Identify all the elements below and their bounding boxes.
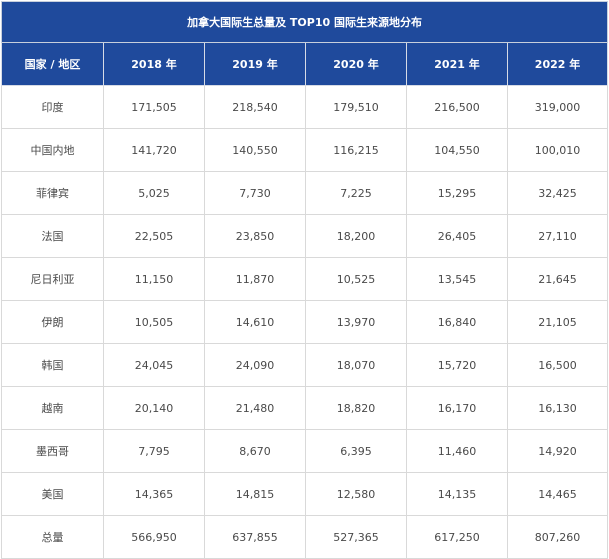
value-cell: 7,795 [103,429,205,473]
table-row: 伊朗 10,505 14,610 13,970 16,840 21,105 [1,300,609,344]
table-title-row: 加拿大国际生总量及 TOP10 国际生来源地分布 [0,1,609,43]
value-cell: 11,460 [406,429,508,473]
value-cell: 14,135 [406,472,508,516]
value-cell: 637,855 [204,515,306,559]
table-row: 美国 14,365 14,815 12,580 14,135 14,465 [1,472,609,516]
value-cell: 16,170 [406,386,508,430]
value-cell: 10,505 [103,300,205,344]
value-cell: 14,920 [506,429,609,473]
table-header-row: 国家 / 地区 2018 年 2019 年 2020 年 2021 年 2022… [1,42,609,86]
row-label-cell: 菲律宾 [1,171,104,215]
table-row: 印度 171,505 218,540 179,510 216,500 319,000 [1,85,609,129]
value-cell: 566,950 [103,515,205,559]
table-row: 中国内地 141,720 140,550 116,215 104,550 100,010 [1,128,609,172]
row-label-cell: 中国内地 [1,128,104,172]
value-cell: 8,670 [204,429,306,473]
value-cell: 24,090 [204,343,306,387]
value-cell: 15,720 [406,343,508,387]
table-row: 法国 22,505 23,850 18,200 26,405 27,110 [1,214,609,258]
value-cell: 22,505 [103,214,205,258]
value-cell: 140,550 [204,128,306,172]
value-cell: 527,365 [305,515,407,559]
value-cell: 21,480 [204,386,306,430]
value-cell: 5,025 [103,171,205,215]
value-cell: 16,840 [406,300,508,344]
value-cell: 20,140 [103,386,205,430]
value-cell: 100,010 [506,128,609,172]
value-cell: 16,130 [506,386,609,430]
value-cell: 12,580 [305,472,407,516]
header-cell: 2020 年 [305,42,407,86]
value-cell: 32,425 [506,171,609,215]
table-row: 韩国 24,045 24,090 18,070 15,720 16,500 [1,343,609,387]
table-row: 菲律宾 5,025 7,730 7,225 15,295 32,425 [1,171,609,215]
value-cell: 104,550 [406,128,508,172]
value-cell: 16,500 [506,343,609,387]
value-cell: 7,225 [305,171,407,215]
row-label-cell: 美国 [1,472,104,516]
value-cell: 141,720 [103,128,205,172]
header-cell: 2019 年 [204,42,306,86]
value-cell: 617,250 [406,515,508,559]
row-label-cell: 尼日利亚 [1,257,104,301]
value-cell: 319,000 [506,85,609,129]
value-cell: 10,525 [305,257,407,301]
table-row: 尼日利亚 11,150 11,870 10,525 13,545 21,645 [1,257,609,301]
value-cell: 23,850 [204,214,306,258]
value-cell: 27,110 [506,214,609,258]
row-label-cell: 韩国 [1,343,104,387]
row-label-cell: 总量 [1,515,104,559]
row-label-cell: 越南 [1,386,104,430]
value-cell: 216,500 [406,85,508,129]
header-cell: 2022 年 [506,42,609,86]
value-cell: 18,820 [305,386,407,430]
header-cell: 2018 年 [103,42,205,86]
header-cell: 国家 / 地区 [1,42,104,86]
row-label-cell: 法国 [1,214,104,258]
header-cell: 2021 年 [406,42,508,86]
value-cell: 218,540 [204,85,306,129]
value-cell: 26,405 [406,214,508,258]
value-cell: 18,070 [305,343,407,387]
value-cell: 21,645 [506,257,609,301]
value-cell: 179,510 [305,85,407,129]
value-cell: 171,505 [103,85,205,129]
row-label-cell: 墨西哥 [1,429,104,473]
table-row: 总量 566,950 637,855 527,365 617,250 807,260 [1,515,609,559]
value-cell: 807,260 [506,515,609,559]
table-row: 墨西哥 7,795 8,670 6,395 11,460 14,920 [1,429,609,473]
value-cell: 15,295 [406,171,508,215]
table-title: 加拿大国际生总量及 TOP10 国际生来源地分布 [0,1,609,43]
value-cell: 13,545 [406,257,508,301]
value-cell: 13,970 [305,300,407,344]
value-cell: 24,045 [103,343,205,387]
value-cell: 14,365 [103,472,205,516]
value-cell: 21,105 [506,300,609,344]
value-cell: 18,200 [305,214,407,258]
value-cell: 11,150 [103,257,205,301]
value-cell: 7,730 [204,171,306,215]
row-label-cell: 印度 [1,85,104,129]
row-label-cell: 伊朗 [1,300,104,344]
value-cell: 6,395 [305,429,407,473]
value-cell: 14,815 [204,472,306,516]
value-cell: 14,610 [204,300,306,344]
value-cell: 11,870 [204,257,306,301]
value-cell: 116,215 [305,128,407,172]
value-cell: 14,465 [506,472,609,516]
table-row: 越南 20,140 21,480 18,820 16,170 16,130 [1,386,609,430]
